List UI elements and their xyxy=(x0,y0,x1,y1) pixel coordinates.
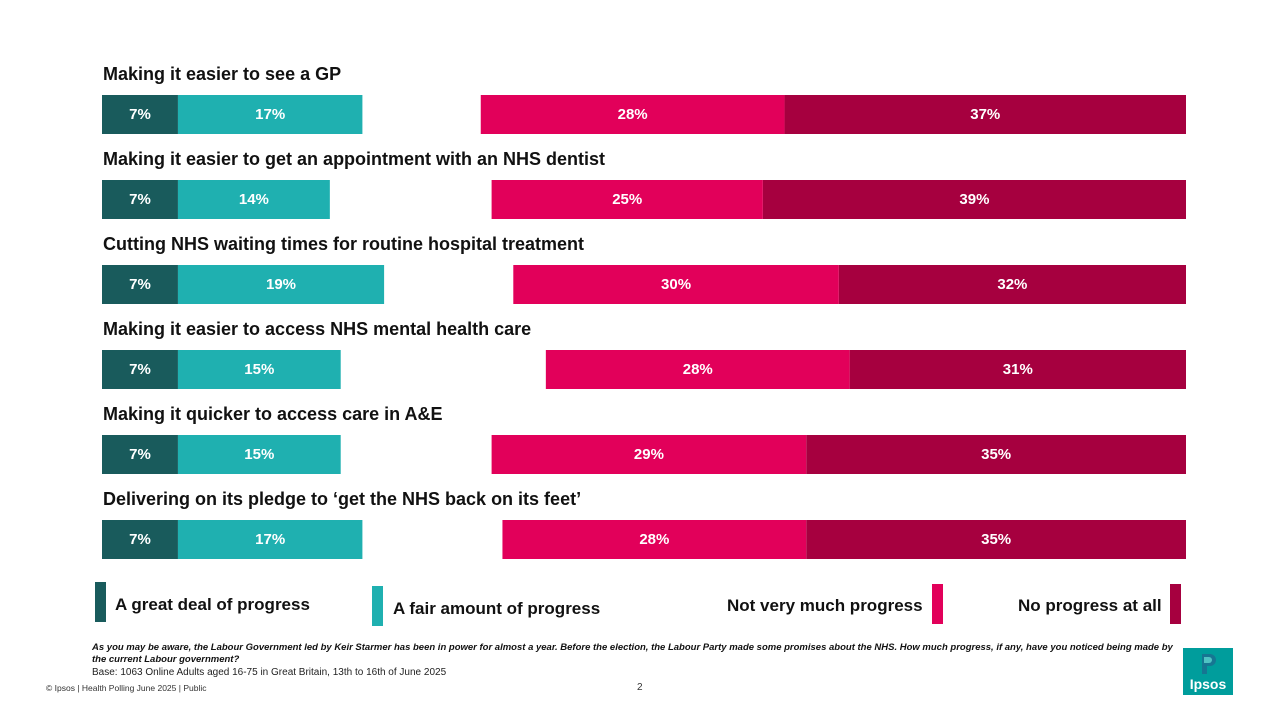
bar-segment-fair-amount xyxy=(177,180,330,219)
ipsos-logo: Ipsos xyxy=(1183,648,1233,695)
bar-segment-not-very-much xyxy=(513,265,839,304)
bar-segment-great-deal xyxy=(102,265,178,304)
row-title: Making it easier to see a GP xyxy=(103,64,342,84)
bar-segment-not-very-much xyxy=(545,350,850,389)
data-label-not-very-much: 29% xyxy=(634,446,664,463)
data-label-fair-amount: 15% xyxy=(244,361,274,378)
row-title: Making it easier to access NHS mental he… xyxy=(103,319,532,339)
data-label-fair-amount: 17% xyxy=(255,531,285,548)
bar-segment-fair-amount xyxy=(177,265,385,304)
bar-segment-no-progress xyxy=(762,180,1186,219)
row-title: Making it quicker to access care in A&E xyxy=(103,404,443,424)
data-label-no-progress: 39% xyxy=(959,191,989,208)
data-label-great-deal: 7% xyxy=(129,191,151,208)
bar-segment-fair-amount xyxy=(177,435,341,474)
bar-segment-great-deal xyxy=(102,350,178,389)
data-label-no-progress: 35% xyxy=(981,531,1011,548)
data-label-great-deal: 7% xyxy=(129,361,151,378)
data-label-fair-amount: 14% xyxy=(239,191,269,208)
data-label-not-very-much: 28% xyxy=(683,361,713,378)
bar-segment-fair-amount xyxy=(177,95,363,134)
bar-segment-no-progress xyxy=(784,95,1186,134)
bar-segment-great-deal xyxy=(102,180,178,219)
data-label-not-very-much: 28% xyxy=(639,531,669,548)
data-label-great-deal: 7% xyxy=(129,531,151,548)
ipsos-logo-text: Ipsos xyxy=(1189,676,1227,692)
data-label-great-deal: 7% xyxy=(129,276,151,293)
row-title: Delivering on its pledge to ‘get the NHS… xyxy=(103,489,582,509)
page-number: 2 xyxy=(637,682,643,693)
bar-segment-great-deal xyxy=(102,95,178,134)
legend-swatch-great-deal xyxy=(95,582,106,622)
bar-segment-no-progress xyxy=(806,435,1186,474)
bar-segment-not-very-much xyxy=(480,95,785,134)
bar-segment-great-deal xyxy=(102,520,178,559)
ipsos-logo-mark-icon xyxy=(1202,654,1216,674)
bar-segment-fair-amount xyxy=(177,520,363,559)
bar-segment-not-very-much xyxy=(502,520,807,559)
data-label-no-progress: 32% xyxy=(997,276,1027,293)
bar-segment-great-deal xyxy=(102,435,178,474)
bar-segment-no-progress xyxy=(806,520,1186,559)
data-label-great-deal: 7% xyxy=(129,446,151,463)
row-title: Making it easier to get an appointment w… xyxy=(103,149,606,169)
bar-segment-no-progress xyxy=(838,265,1186,304)
legend-swatch-fair-amount xyxy=(372,586,383,626)
bar-segment-no-progress xyxy=(849,350,1186,389)
data-label-fair-amount: 19% xyxy=(266,276,296,293)
bar-segment-not-very-much xyxy=(491,435,807,474)
bar-chart-svg: 7% 17% 37% 28% 7% 14% 39% 25% 7% 19% 32% 30% 7% 15% 31… xyxy=(102,95,1186,559)
data-label-fair-amount: 15% xyxy=(244,446,274,463)
row-title: Cutting NHS waiting times for routine ho… xyxy=(103,234,585,254)
legend-label-great-deal: A great deal of progress xyxy=(115,595,310,614)
data-label-not-very-much: 30% xyxy=(661,276,691,293)
legend-label-fair-amount: A fair amount of progress xyxy=(393,599,601,618)
data-label-fair-amount: 17% xyxy=(255,106,285,123)
legend-swatch-not-very-much xyxy=(932,584,943,624)
legend-swatch-no-progress xyxy=(1170,584,1181,624)
bar-segment-fair-amount xyxy=(177,350,341,389)
chart-area: 7% 17% 37% 28% 7% 14% 39% 25% 7% 19% 32% 30% 7% 15% 31… xyxy=(102,64,1186,559)
data-label-great-deal: 7% xyxy=(129,106,151,123)
data-label-no-progress: 35% xyxy=(981,446,1011,463)
survey-question-note: As you may be aware, the Labour Governme… xyxy=(92,642,1173,665)
data-label-no-progress: 37% xyxy=(970,106,1000,123)
footer-copyright: © Ipsos | Health Polling June 2025 | Pub… xyxy=(46,683,207,693)
data-label-not-very-much: 25% xyxy=(612,191,642,208)
legend-label-no-progress: No progress at all xyxy=(1018,596,1162,615)
legend-label-not-very-much: Not very much progress xyxy=(727,596,923,615)
data-label-no-progress: 31% xyxy=(1003,361,1033,378)
bar-segment-not-very-much xyxy=(491,180,763,219)
data-label-not-very-much: 28% xyxy=(618,106,648,123)
base-note: Base: 1063 Online Adults aged 16-75 in G… xyxy=(92,667,447,678)
